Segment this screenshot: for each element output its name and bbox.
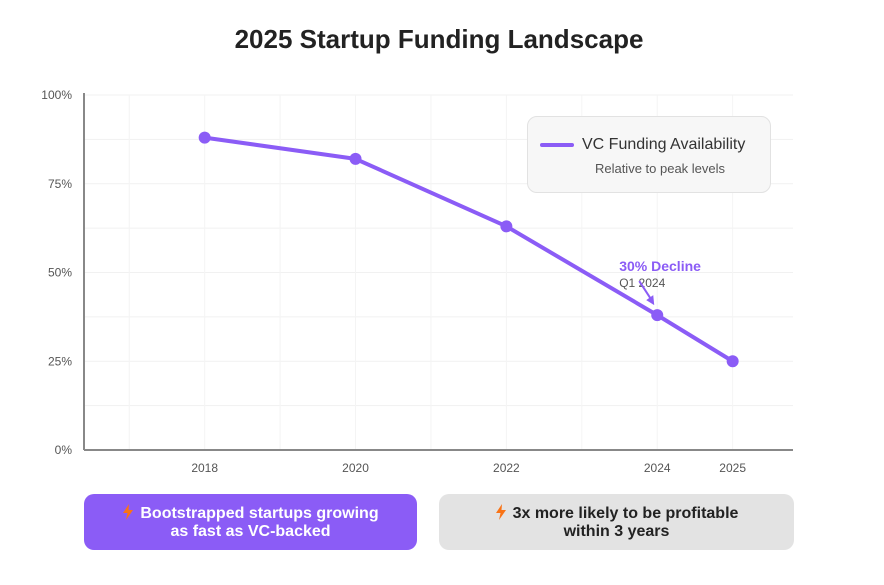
data-point (500, 220, 513, 233)
card-text-line2: within 3 years (563, 522, 670, 540)
legend-sublabel: Relative to peak levels (594, 161, 726, 176)
y-tick-label: 100% (41, 88, 72, 102)
x-tick-label: 2020 (342, 461, 369, 475)
legend-swatch (540, 143, 574, 147)
x-tick-label: 2018 (191, 461, 218, 475)
data-point (198, 131, 211, 144)
data-point (349, 152, 362, 165)
y-tick-label: 0% (55, 443, 73, 457)
x-tick-label: 2024 (644, 461, 671, 475)
y-tick-label: 75% (48, 177, 72, 191)
lightning-icon (123, 503, 134, 520)
legend: VC Funding Availability Relative to peak… (527, 116, 771, 193)
annotation-subtitle: Q1 2024 (619, 276, 665, 290)
y-tick-labels: 0% 25% 50% 75% 100% (41, 88, 72, 457)
axes (83, 93, 793, 451)
bootstrapped-card: Bootstrapped startups growing as fast as… (84, 494, 417, 550)
annotation-layer: 30% Decline Q1 2024 (619, 258, 701, 306)
card-text-line2: as fast as VC-backed (170, 522, 331, 540)
profitability-card: 3x more likely to be profitable within 3… (439, 494, 794, 550)
x-tick-label: 2022 (493, 461, 520, 475)
card-text-line1: Bootstrapped startups growing (140, 504, 379, 522)
y-tick-label: 50% (48, 266, 72, 280)
chart-title: 2025 Startup Funding Landscape (234, 24, 644, 54)
lightning-icon (495, 503, 506, 520)
x-tick-label: 2025 (719, 461, 746, 475)
data-point (726, 355, 739, 368)
legend-label: VC Funding Availability (582, 136, 746, 153)
card-text-line1: 3x more likely to be profitable (512, 504, 739, 522)
y-tick-label: 25% (48, 354, 72, 368)
series-layer (198, 131, 739, 368)
data-point (651, 309, 664, 322)
annotation-title: 30% Decline (619, 258, 701, 274)
x-tick-labels: 2018 2020 2022 2024 2025 (191, 461, 746, 475)
annotation-arrowhead (646, 295, 655, 306)
